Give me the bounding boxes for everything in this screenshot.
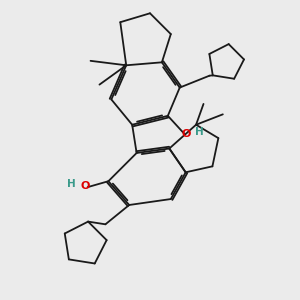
Text: O: O (80, 181, 90, 191)
Text: H: H (195, 127, 204, 137)
Text: O: O (182, 129, 191, 139)
Text: H: H (67, 179, 76, 189)
